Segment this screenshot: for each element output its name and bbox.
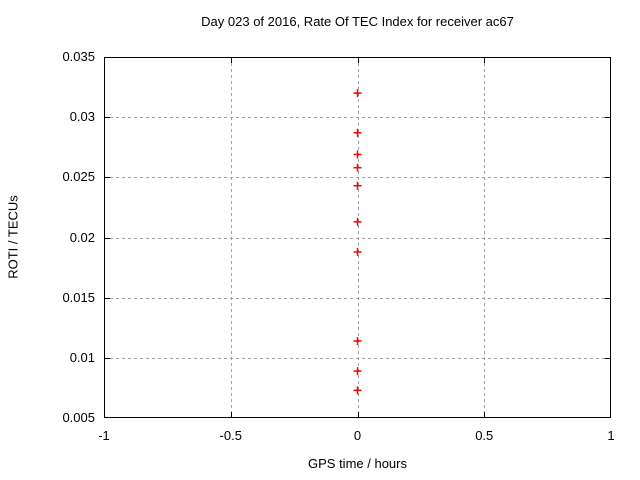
x-axis-label: GPS time / hours [308, 456, 407, 471]
plot-svg [104, 57, 612, 419]
data-point-marker [353, 150, 362, 159]
y-tick-label: 0.015 [62, 289, 95, 305]
y-tick-label: 0.035 [62, 49, 95, 64]
x-tick-label: 0.5 [475, 428, 494, 443]
y-tick-label: 0.03 [69, 109, 95, 125]
data-point-marker [353, 163, 362, 172]
plot-area [104, 57, 612, 419]
x-tick-label: 1 [607, 428, 615, 443]
y-tick-label: 0.025 [62, 169, 95, 185]
data-point-marker [353, 247, 362, 256]
chart-title: Day 023 of 2016, Rate Of TEC Index for r… [201, 14, 514, 29]
data-point-marker [353, 128, 362, 137]
x-tick-label: -1 [98, 428, 110, 443]
data-point-marker [353, 367, 362, 376]
y-tick-label: 0.01 [69, 349, 95, 365]
x-tick-label: 0 [353, 428, 362, 443]
data-point-marker [353, 386, 362, 395]
data-point-marker [353, 217, 362, 226]
plot-border [104, 57, 611, 418]
x-tick-label: -0.5 [219, 428, 242, 443]
y-tick-label: 0.02 [69, 229, 95, 245]
data-point-marker [353, 89, 362, 98]
y-tick-label: 0.005 [62, 410, 95, 425]
data-point-marker [353, 181, 362, 190]
data-point-marker [353, 336, 362, 345]
